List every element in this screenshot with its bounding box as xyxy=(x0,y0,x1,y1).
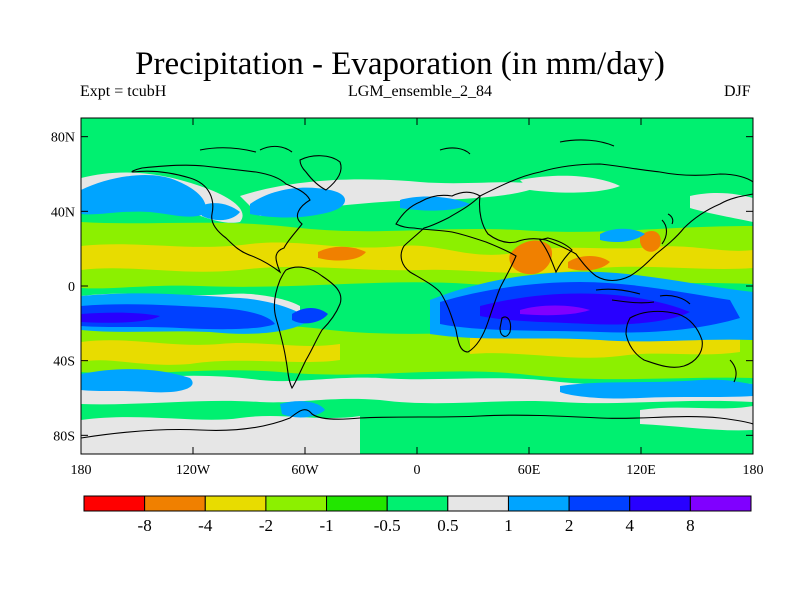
colorbar-label: -1 xyxy=(319,516,333,535)
field-north-atlantic-lightblue xyxy=(250,187,345,218)
experiment-label: Expt = tcubH xyxy=(80,83,167,100)
field-europe-lightblue xyxy=(400,196,470,211)
colorbar-box xyxy=(144,495,206,512)
coast-north-america xyxy=(131,164,311,274)
coastline-layer xyxy=(81,139,753,439)
field-arctic-gray xyxy=(520,175,620,193)
coast-europe-africa xyxy=(395,191,517,353)
coast-arctic-islands xyxy=(199,139,615,155)
field-north-pacific-lightblue xyxy=(81,175,206,217)
y-tick-label: 0 xyxy=(68,280,75,295)
y-tick-label: 40S xyxy=(53,355,75,370)
colorbar-label: -4 xyxy=(198,516,213,535)
colorbar-box xyxy=(204,495,267,512)
x-tick-label: 180 xyxy=(743,463,764,478)
ensemble-label: LGM_ensemble_2_84 xyxy=(348,83,492,100)
field-antarctic-east-gray xyxy=(640,406,753,431)
x-tick-label: 60E xyxy=(518,463,541,478)
colorbar-label: 1 xyxy=(504,516,513,535)
colorbar-box xyxy=(265,495,328,512)
colorbar-label: 0.5 xyxy=(437,516,458,535)
coast-new-zealand xyxy=(729,359,737,383)
field-east-asia-orange xyxy=(640,231,661,252)
colorbar-label: -2 xyxy=(259,516,273,535)
field-pacific-core-darkblue xyxy=(81,312,160,323)
field-south-ocean-gray xyxy=(81,375,753,405)
field-nw-atlantic-lightblue xyxy=(200,203,240,221)
colorbar-box xyxy=(507,495,570,512)
colorbar-box xyxy=(629,495,691,512)
colorbar-box xyxy=(83,495,146,512)
colorbar-box xyxy=(568,495,631,512)
axis-ticks: 180 120W 60W 0 60E 120E 180 80N 40N 0 40S 80S xyxy=(51,118,764,478)
coast-madagascar xyxy=(499,316,512,337)
field-indian-core-purple xyxy=(520,305,590,316)
chart-title: Precipitation - Evaporation (in mm/day) xyxy=(135,46,665,82)
colorbar-label: 4 xyxy=(625,516,634,535)
field-south-atlantic-lightblue xyxy=(280,401,325,418)
colorbar-label: -0.5 xyxy=(374,516,401,535)
y-tick-label: 80S xyxy=(53,429,75,444)
coast-india xyxy=(539,237,573,274)
coast-antarctica xyxy=(81,409,753,439)
colorbar: -8 -4 -2 -1 -0.5 0.5 1 2 4 8 xyxy=(83,495,752,535)
colorbar-label: 8 xyxy=(686,516,695,535)
coast-greenland xyxy=(299,155,342,191)
colorbar-box xyxy=(326,495,388,512)
x-tick-label: 120E xyxy=(626,463,656,478)
colorbar-box xyxy=(447,495,509,512)
pe-field-layer xyxy=(81,118,753,454)
coast-indonesia xyxy=(595,288,691,305)
x-tick-label: 180 xyxy=(71,463,92,478)
field-tropical-atlantic-orange xyxy=(318,246,366,261)
field-south-ocean-lightblue xyxy=(81,369,193,393)
field-nw-pacific-gray xyxy=(690,192,753,222)
x-tick-label: 120W xyxy=(176,463,211,478)
colorbar-label: -8 xyxy=(138,516,152,535)
field-west-pacific-orange xyxy=(568,256,610,271)
y-tick-label: 40N xyxy=(51,205,75,220)
coast-eurasia xyxy=(478,163,753,282)
colorbar-box xyxy=(689,495,752,512)
field-pacific-itcz-blue xyxy=(81,304,275,330)
x-tick-label: 0 xyxy=(414,463,421,478)
colorbar-label: 2 xyxy=(565,516,574,535)
field-subtropics-south-yellow xyxy=(81,340,340,365)
x-tick-label: 60W xyxy=(291,463,319,478)
field-andes-blue xyxy=(292,308,328,324)
field-arabian-sea-orange xyxy=(509,240,553,275)
coast-japan xyxy=(661,213,674,245)
colorbar-box xyxy=(386,495,449,512)
field-antarctic-gray xyxy=(81,416,360,454)
season-label: DJF xyxy=(724,83,751,100)
y-tick-label: 80N xyxy=(51,131,75,146)
field-east-asia-lightblue xyxy=(600,228,645,242)
coast-australia xyxy=(625,310,703,368)
field-south-indian-lightblue xyxy=(560,379,753,399)
coast-south-america xyxy=(273,266,342,390)
